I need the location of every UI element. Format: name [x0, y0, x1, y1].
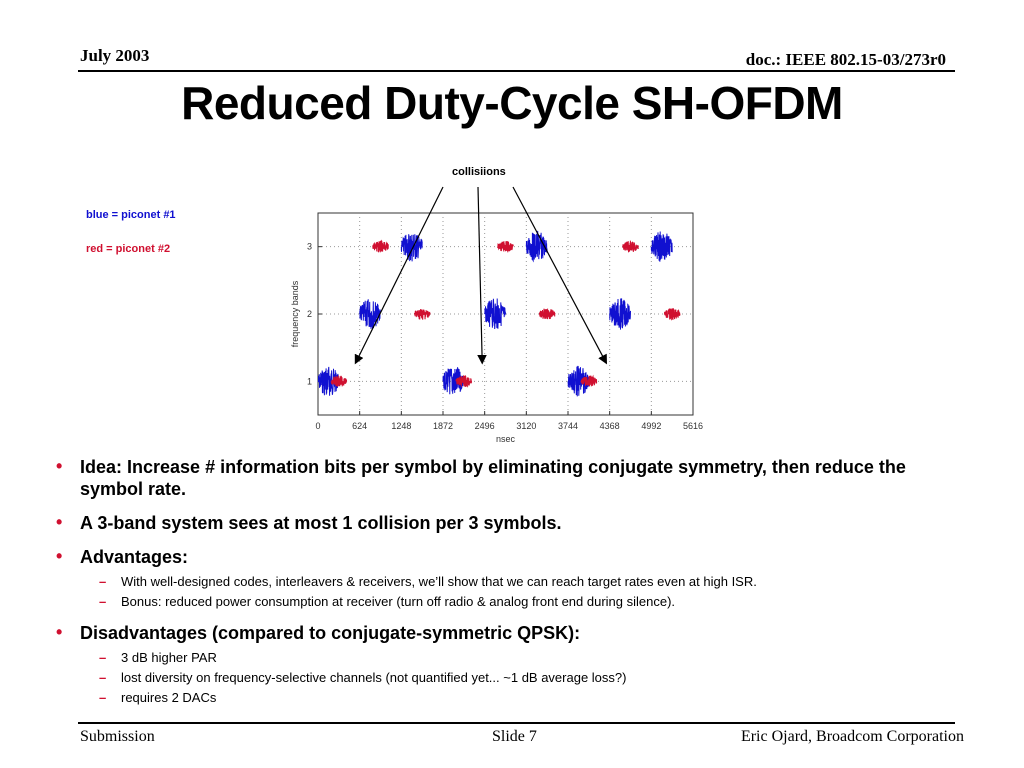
sub-bullet-dash-icon: – — [99, 670, 107, 685]
red-burst — [538, 308, 556, 320]
sub-bullet-dash-icon: – — [99, 594, 107, 609]
blue-burst — [359, 299, 381, 330]
red-burst — [497, 241, 514, 253]
x-tick-label: 3744 — [558, 421, 578, 431]
y-tick-label: 3 — [307, 242, 312, 252]
sub-bullet-dash-icon: – — [99, 690, 107, 705]
blue-burst — [400, 234, 423, 262]
collision-arrow — [477, 186, 487, 365]
blue-burst — [525, 230, 548, 263]
sub-bullet-text: lost diversity on frequency-selective ch… — [121, 670, 627, 685]
bullet-dot-icon: • — [56, 456, 63, 476]
y-tick-label: 2 — [307, 309, 312, 319]
blue-burst — [650, 231, 673, 262]
header-doc-id: doc.: IEEE 802.15-03/273r0 — [745, 50, 946, 69]
x-tick-label: 4992 — [641, 421, 661, 431]
collision-arrow — [512, 186, 607, 365]
x-axis-label: nsec — [496, 434, 516, 444]
collisions-callout: collisiions — [452, 166, 506, 178]
collision-arrow — [354, 186, 444, 365]
red-burst — [622, 240, 639, 253]
red-burst — [663, 307, 681, 321]
sub-bullet-text: With well-designed codes, interleavers &… — [121, 574, 757, 589]
bullet-item: • A 3-band system sees at most 1 collisio… — [56, 512, 966, 534]
bullet-item: • Disadvantages (compared to conjugate-sy… — [56, 622, 966, 644]
hopping-chart: 0 624 1248 1872 2496 3120 3744 4368 4992 5616 1 2 3 n… — [290, 186, 703, 444]
x-tick-label: 4368 — [600, 421, 620, 431]
footer-slide-number: Slide 7 — [492, 728, 537, 745]
red-burst — [413, 309, 431, 320]
header-date: July 2003 — [80, 46, 150, 65]
sub-bullet-dash-icon: – — [99, 574, 107, 589]
blue-burst — [609, 298, 631, 330]
sub-bullet-item: – Bonus: reduced power consumption at rec… — [56, 592, 966, 612]
x-tick-label: 624 — [352, 421, 367, 431]
sub-bullet-item: – requires 2 DACs — [56, 688, 966, 708]
bullet-dot-icon: • — [56, 546, 63, 566]
sub-bullet-text: Bonus: reduced power consumption at rece… — [121, 594, 676, 609]
legend-piconet-1: blue = piconet #1 — [86, 209, 176, 221]
blue-burst — [484, 298, 506, 330]
bullet-text: Idea: Increase # information bits per sy… — [80, 457, 906, 499]
header-rule — [78, 70, 955, 72]
red-burst — [455, 374, 473, 388]
bullet-item: • Advantages: — [56, 546, 966, 568]
sub-bullet-item: – lost diversity on frequency-selective c… — [56, 668, 966, 688]
bullet-text: A 3-band system sees at most 1 collision… — [80, 513, 562, 533]
x-tick-label: 5616 — [683, 421, 703, 431]
red-burst — [580, 374, 598, 387]
slide-title: Reduced Duty-Cycle SH-OFDM — [181, 77, 843, 129]
y-axis-label: frequency bands — [290, 280, 300, 347]
legend-piconet-2: red = piconet #2 — [86, 243, 171, 255]
bullet-list: • Idea: Increase # information bits per s… — [56, 456, 966, 718]
x-tick-label: 0 — [315, 421, 320, 431]
y-tick-label: 1 — [307, 376, 312, 386]
x-tick-label: 1872 — [433, 421, 453, 431]
blue-burst — [442, 367, 465, 395]
bullet-dot-icon: • — [56, 512, 63, 532]
bullet-item: • Idea: Increase # information bits per s… — [56, 456, 966, 500]
sub-bullet-text: requires 2 DACs — [121, 690, 217, 705]
footer-submission: Submission — [80, 728, 155, 745]
sub-bullet-item: – With well-designed codes, interleavers … — [56, 572, 966, 592]
sub-bullet-item: –3 dB higher PAR — [56, 648, 966, 668]
red-burst — [330, 375, 348, 387]
x-tick-label: 2496 — [475, 421, 495, 431]
bullet-text: Advantages: — [80, 547, 189, 567]
bullet-dot-icon: • — [56, 622, 63, 642]
footer-author: Eric Ojard, Broadcom Corporation — [740, 728, 964, 745]
x-tick-label: 1248 — [391, 421, 411, 431]
sub-bullet-dash-icon: – — [99, 650, 107, 665]
footer-rule — [78, 722, 955, 724]
x-tick-label: 3120 — [516, 421, 536, 431]
bullet-text: Disadvantages (compared to conjugate-sym… — [80, 623, 581, 643]
red-burst — [372, 239, 389, 253]
blue-burst — [317, 366, 340, 396]
sub-bullet-text: 3 dB higher PAR — [121, 650, 217, 665]
